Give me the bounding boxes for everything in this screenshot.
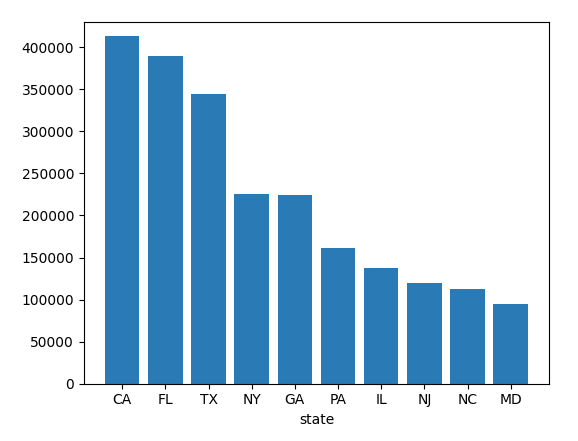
Bar xyxy=(407,283,442,384)
Bar xyxy=(494,304,528,384)
Bar xyxy=(364,269,398,384)
Bar xyxy=(277,195,312,384)
Bar xyxy=(321,248,355,384)
Bar xyxy=(148,56,183,384)
Bar xyxy=(105,36,139,384)
Bar xyxy=(191,94,226,384)
Bar xyxy=(235,194,269,384)
Bar xyxy=(450,289,485,384)
X-axis label: state: state xyxy=(299,413,334,427)
